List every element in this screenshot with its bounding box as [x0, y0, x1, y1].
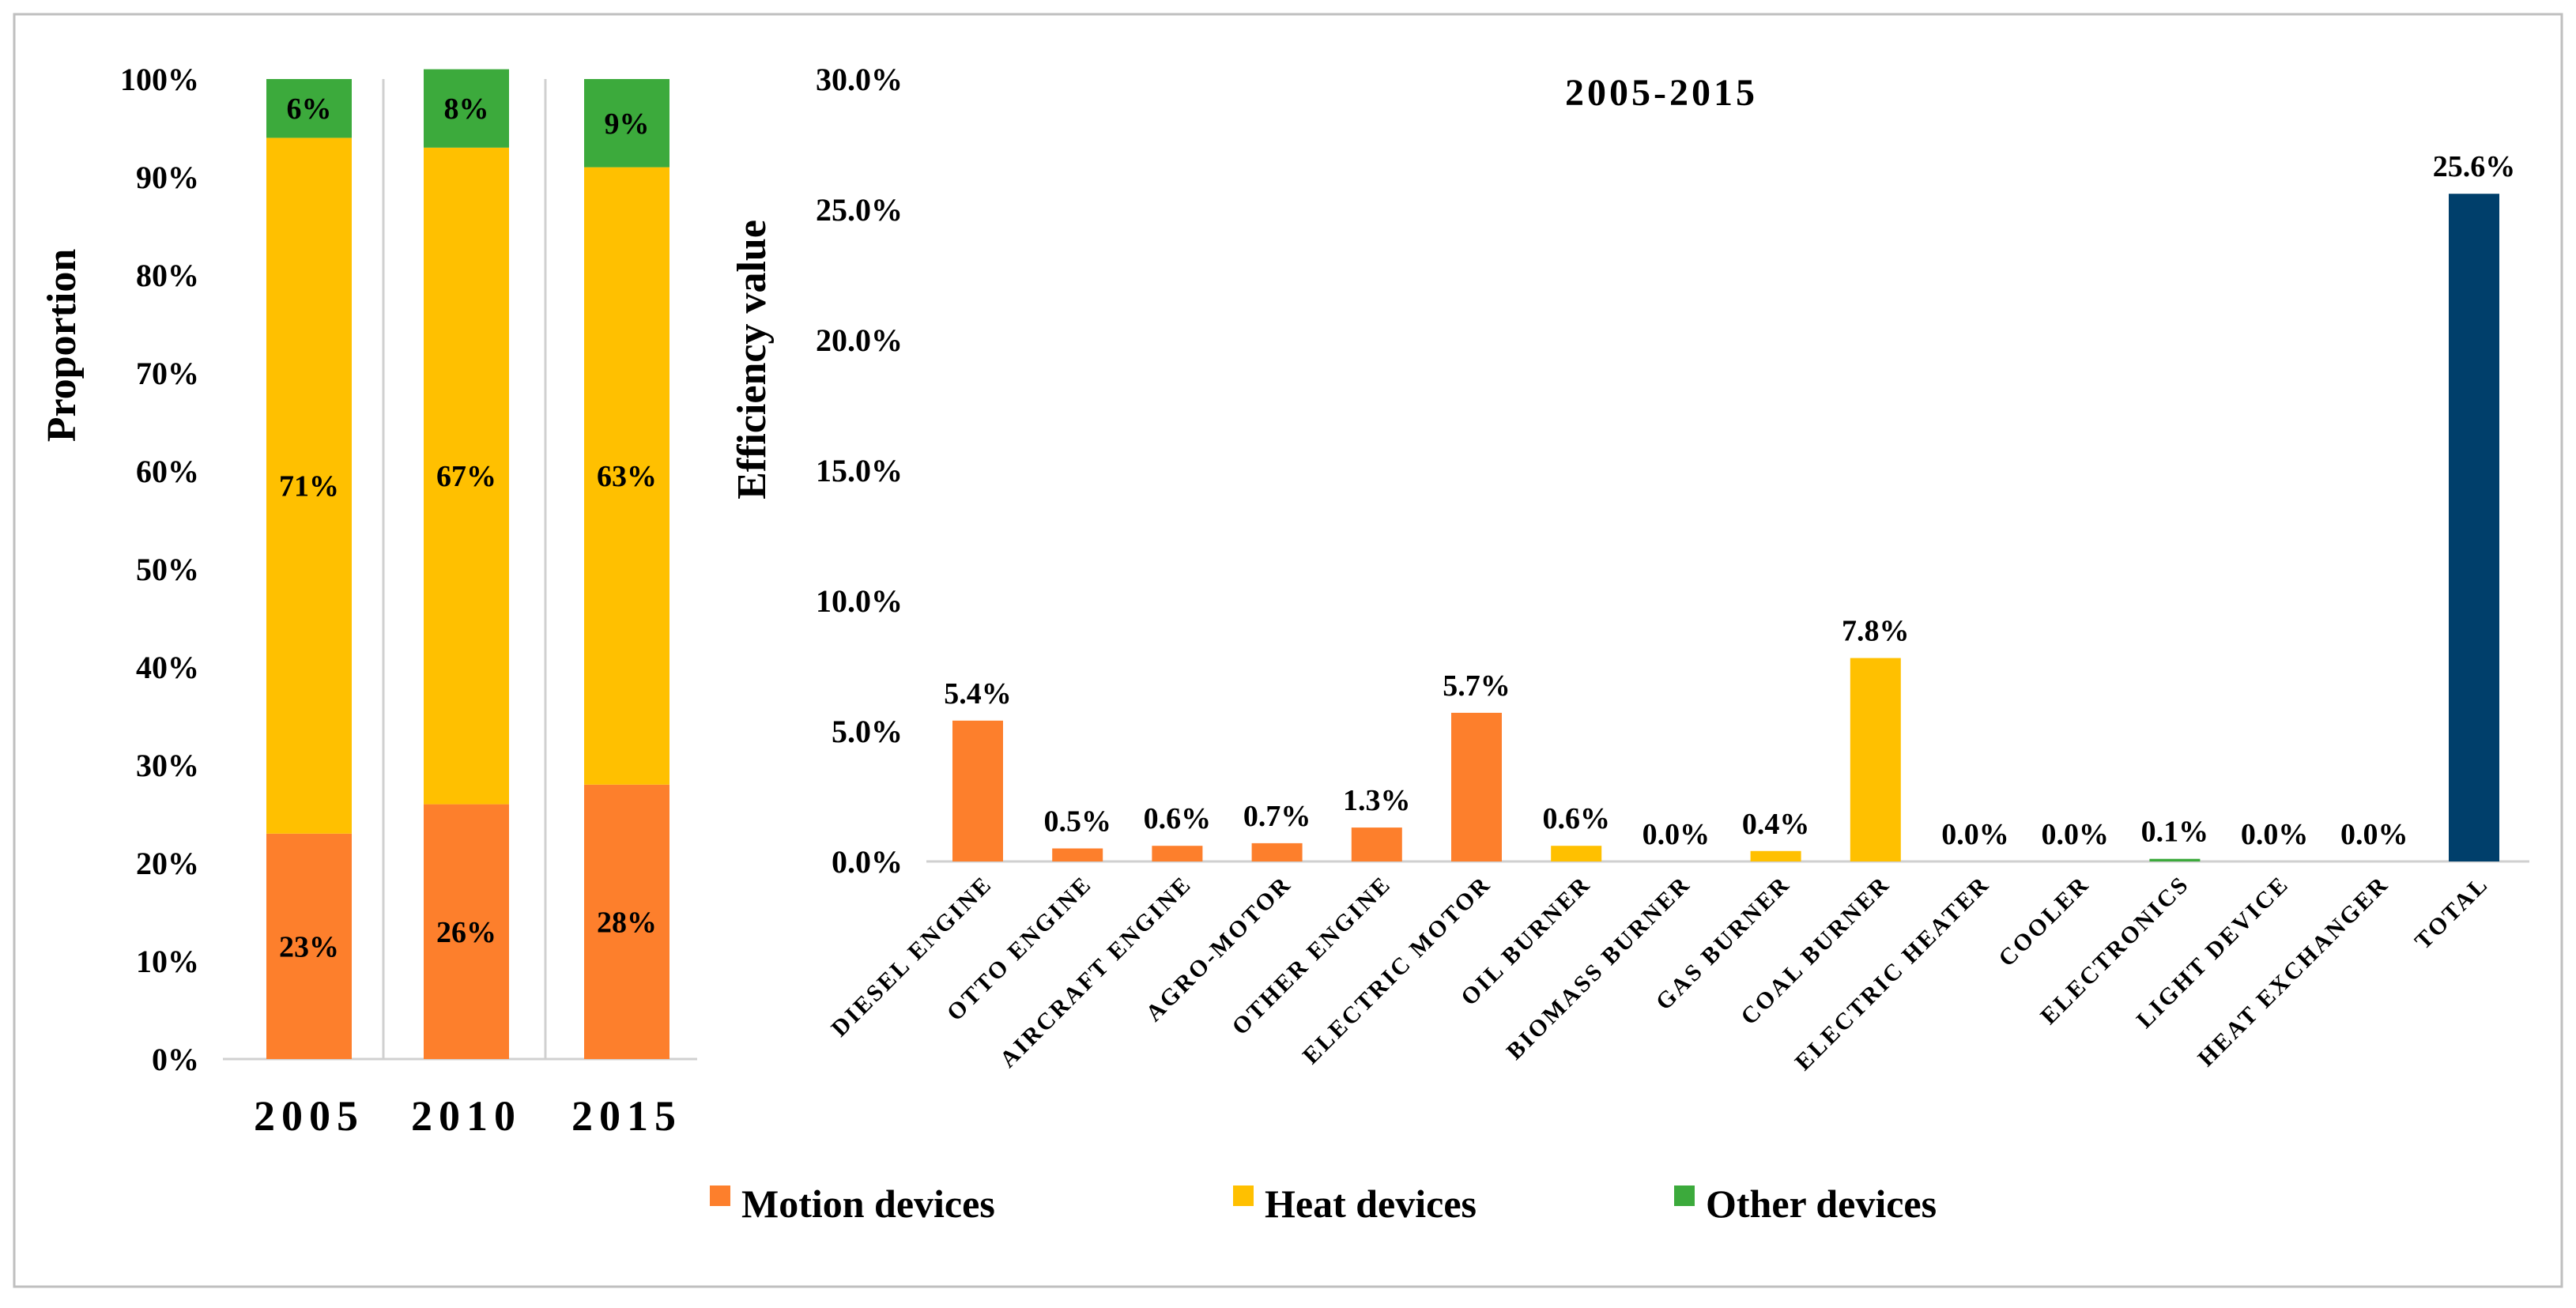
efficiency-bar-diesel-engine	[952, 720, 1003, 861]
proportion-bars: 23% 71% 6% 26% 67% 8% 28% 63% 9%	[266, 69, 669, 1059]
proportion-y-tick-10: 100%	[120, 62, 199, 97]
proportion-y-tick-4: 40%	[136, 650, 199, 685]
efficiency-value-label-coal-burner: 7.8%	[1842, 615, 1910, 648]
legend-swatch-other-devices	[1674, 1185, 1695, 1206]
efficiency-bar-electric-motor	[1451, 712, 1502, 861]
efficiency-bar-otto-engine	[1052, 848, 1103, 861]
efficiency-y-tick-6: 30.0%	[816, 62, 903, 97]
efficiency-y-tick-4: 20.0%	[816, 322, 903, 358]
proportion-chart: Proportion 0% 10% 20% 30% 40% 50% 60% 70% 80% 90%…	[40, 62, 697, 1140]
proportion-y-tick-6: 60%	[136, 454, 199, 489]
efficiency-value-label-cooler: 0.0%	[2041, 818, 2109, 851]
legend-label-motion-devices: Motion devices	[741, 1182, 995, 1226]
efficiency-value-label-agro-motor: 0.7%	[1243, 800, 1311, 833]
efficiency-value-label-light-device: 0.0%	[2241, 818, 2309, 851]
efficiency-value-label-heat-exchanger: 0.0%	[2340, 818, 2408, 851]
proportion-y-tick-5: 50%	[136, 552, 199, 587]
efficiency-bar-total	[2449, 194, 2499, 861]
efficiency-value-label-electric-motor: 5.7%	[1443, 669, 1511, 703]
efficiency-bar-electronics	[2149, 858, 2201, 861]
efficiency-bar-other-engine	[1351, 827, 1402, 861]
proportion-label-heat-devices-2015: 63%	[597, 460, 657, 493]
efficiency-y-tick-5: 25.0%	[816, 192, 903, 228]
proportion-y-tick-0: 0%	[152, 1042, 199, 1077]
proportion-y-tick-2: 20%	[136, 846, 199, 881]
efficiency-value-label-biomass-burner: 0.0%	[1643, 818, 1710, 851]
proportion-y-tick-8: 80%	[136, 258, 199, 293]
efficiency-y-tick-0: 0.0%	[832, 844, 903, 880]
proportion-label-other-devices-2015: 9%	[605, 107, 650, 141]
legend-label-other-devices: Other devices	[1706, 1182, 1937, 1226]
proportion-y-tick-7: 70%	[136, 356, 199, 391]
proportion-label-motion-devices-2015: 28%	[597, 906, 657, 939]
efficiency-value-label-aircraft-engine: 0.6%	[1144, 802, 1212, 835]
proportion-y-tick-9: 90%	[136, 160, 199, 195]
proportion-y-ticks: 0% 10% 20% 30% 40% 50% 60% 70% 80% 90% 100%	[120, 62, 697, 1077]
efficiency-y-tick-2: 10.0%	[816, 583, 903, 619]
proportion-bar-heat-devices-2005	[266, 138, 352, 834]
proportion-bar-other-devices-2005	[266, 79, 352, 138]
efficiency-value-label-gas-burner: 0.4%	[1742, 808, 1810, 841]
proportion-bar-motion-devices-2015	[584, 784, 669, 1059]
proportion-label-motion-devices-2010: 26%	[436, 916, 496, 949]
proportion-x-label-2015: 2015	[571, 1092, 682, 1140]
proportion-label-other-devices-2010: 8%	[444, 92, 489, 126]
figure-frame	[13, 13, 2563, 1288]
legend: Motion devices Heat devices Other devices	[710, 1182, 1937, 1226]
proportion-y-tick-1: 10%	[136, 944, 199, 979]
legend-swatch-motion-devices	[710, 1185, 730, 1206]
proportion-x-label-2010: 2010	[411, 1092, 522, 1140]
efficiency-y-tick-3: 15.0%	[816, 453, 903, 488]
proportion-x-labels: 2005 2010 2015	[254, 1092, 682, 1140]
efficiency-bar-agro-motor	[1251, 842, 1303, 861]
proportion-label-heat-devices-2010: 67%	[436, 460, 496, 493]
proportion-label-motion-devices-2005: 23%	[279, 930, 339, 963]
efficiency-bar-aircraft-engine	[1152, 846, 1203, 861]
legend-swatch-heat-devices	[1233, 1185, 1254, 1206]
efficiency-y-axis-title: Efficiency value	[730, 220, 775, 499]
proportion-x-label-2005: 2005	[254, 1092, 364, 1140]
proportion-bar-heat-devices-2015	[584, 167, 669, 785]
efficiency-value-label-total: 25.6%	[2433, 150, 2516, 183]
proportion-y-tick-3: 30%	[136, 748, 199, 783]
efficiency-value-label-electronics: 0.1%	[2141, 816, 2209, 849]
proportion-y-axis-title: Proportion	[40, 249, 85, 443]
proportion-bar-motion-devices-2005	[266, 833, 352, 1059]
efficiency-value-label-other-engine: 1.3%	[1343, 784, 1411, 817]
efficiency-value-label-otto-engine: 0.5%	[1043, 805, 1111, 839]
proportion-bar-motion-devices-2010	[424, 804, 509, 1059]
proportion-bar-heat-devices-2010	[424, 147, 509, 805]
proportion-bar-other-devices-2010	[424, 69, 509, 148]
efficiency-chart-title: 2005-2015	[1565, 72, 1758, 114]
efficiency-y-tick-1: 5.0%	[832, 714, 903, 749]
efficiency-bar-oil-burner	[1551, 846, 1602, 861]
efficiency-value-label-oil-burner: 0.6%	[1542, 802, 1610, 835]
legend-label-heat-devices: Heat devices	[1265, 1182, 1477, 1226]
efficiency-bar-gas-burner	[1750, 850, 1801, 861]
proportion-label-heat-devices-2005: 71%	[279, 470, 339, 503]
efficiency-bars: 5.4% 0.5% 0.6% 0.7% 1.3% 5.7% 0.6% 0.0% 0.4% 7.8%…	[944, 150, 2515, 861]
efficiency-bar-coal-burner	[1850, 658, 1901, 861]
efficiency-value-label-electric-heater: 0.0%	[1941, 818, 2009, 851]
efficiency-value-label-diesel-engine: 5.4%	[944, 677, 1012, 711]
proportion-label-other-devices-2005: 6%	[287, 92, 332, 126]
proportion-bar-other-devices-2015	[584, 79, 669, 168]
